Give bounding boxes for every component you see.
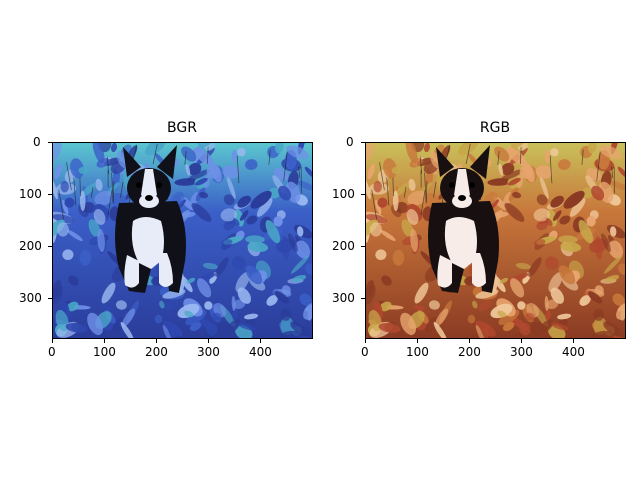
- dog: [428, 145, 499, 293]
- bgr-xtick-label: 200: [145, 345, 168, 359]
- rgb-xtick-label: 300: [510, 345, 533, 359]
- bgr-title: BGR: [167, 120, 197, 136]
- rgb-image-axes: [365, 142, 626, 339]
- rgb-ytick-label: 100: [332, 187, 355, 201]
- rgb-ytick-label: 200: [332, 239, 355, 253]
- rgb-xtick-label: 100: [406, 345, 429, 359]
- rgb-title: RGB: [479, 120, 511, 136]
- rgb-ytick-label: 300: [332, 291, 355, 305]
- bgr-ytick-label: 200: [19, 239, 42, 253]
- rgb-ytick-label: 0: [346, 135, 354, 149]
- bgr-xtick-label: 300: [197, 345, 220, 359]
- rgb-photo: [366, 143, 625, 338]
- rgb-xtick-label: 200: [458, 345, 481, 359]
- bgr-xtick-label: 0: [48, 345, 56, 359]
- bgr-ytick-label: 100: [19, 187, 42, 201]
- bgr-image-axes: [52, 142, 313, 339]
- bgr-xtick-label: 100: [93, 345, 116, 359]
- bgr-xtick-label: 400: [249, 345, 272, 359]
- dog: [115, 145, 186, 293]
- rgb-xtick-label: 0: [361, 345, 369, 359]
- rgb-xtick-label: 400: [562, 345, 585, 359]
- bgr-ytick-label: 0: [33, 135, 41, 149]
- bgr-ytick-label: 300: [19, 291, 42, 305]
- bgr-photo: [53, 143, 312, 338]
